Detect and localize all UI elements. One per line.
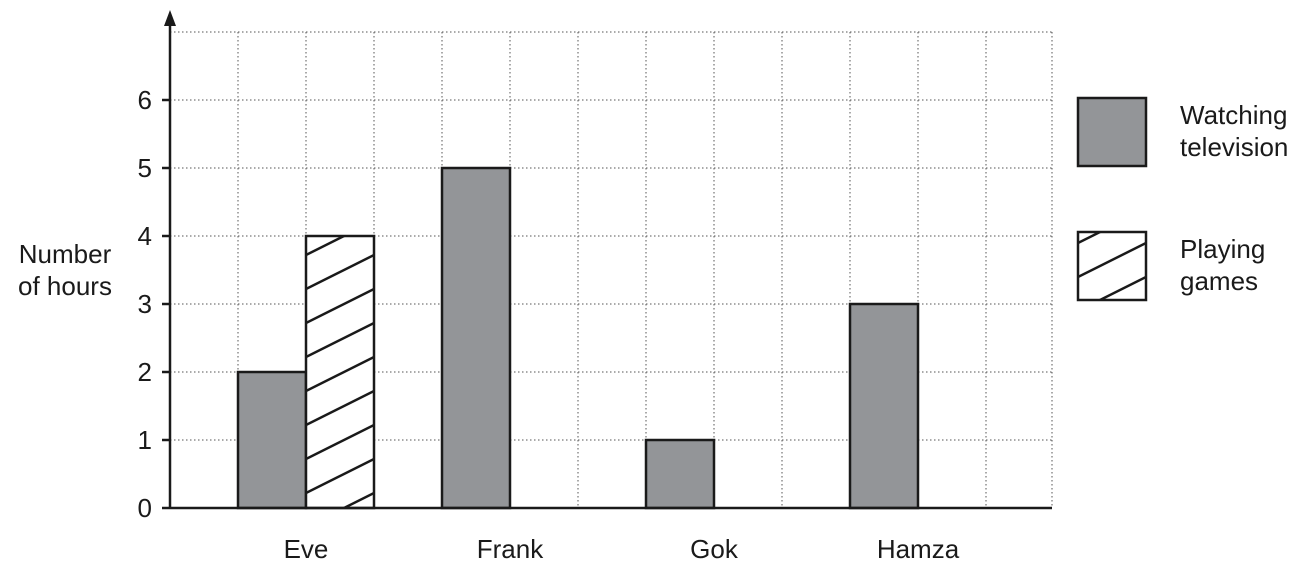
y-axis-label-line: Number	[19, 239, 112, 269]
legend-label-series-1: Watching television	[1180, 100, 1288, 162]
y-tick-label-0: 0	[138, 493, 152, 523]
legend-swatch-series-2	[1076, 230, 1148, 302]
x-tick-label-hamza: Hamza	[877, 534, 960, 562]
y-tick-label-1: 1	[138, 425, 152, 455]
legend: Watching television Playing games	[1076, 96, 1288, 302]
y-axis-arrow	[164, 10, 176, 26]
legend-label-line: Watching	[1180, 100, 1287, 130]
bars	[236, 166, 920, 510]
bar-eve-series-1	[236, 370, 308, 510]
legend-label-line: Playing	[1180, 234, 1265, 264]
y-axis-label-line: of hours	[18, 271, 112, 301]
y-tick-label-5: 5	[138, 153, 152, 183]
x-tick-label-frank: Frank	[477, 534, 544, 562]
y-tick-label-4: 4	[138, 221, 152, 251]
y-tick-label-3: 3	[138, 289, 152, 319]
legend-label-line: television	[1180, 132, 1288, 162]
legend-swatch-series-1	[1076, 96, 1148, 168]
legend-label-series-2: Playing games	[1180, 234, 1265, 296]
x-tick-label-eve: Eve	[284, 534, 329, 562]
legend-label-line: games	[1180, 266, 1258, 296]
axes	[162, 10, 1052, 510]
y-tick-label-6: 6	[138, 85, 152, 115]
bar-gok-series-1	[644, 438, 716, 510]
y-tick-label-2: 2	[138, 357, 152, 387]
labels: Eve Frank Gok Hamza 0 1 2 3 4 5 6 Number of hours	[18, 85, 960, 562]
x-tick-label-gok: Gok	[690, 534, 739, 562]
bar-eve-series-2	[304, 234, 376, 510]
bar-frank-series-1	[440, 166, 512, 510]
y-axis-label: Number of hours	[18, 239, 112, 301]
bar-hamza-series-1	[848, 302, 920, 510]
